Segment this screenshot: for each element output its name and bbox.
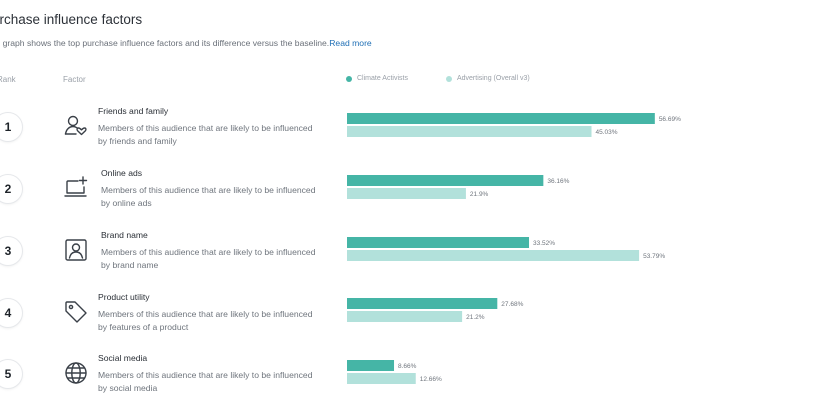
online-ads-icon bbox=[64, 176, 88, 197]
rank-badge: 2 bbox=[0, 174, 23, 204]
chart-legend: Climate Activists Advertising (Overall v… bbox=[346, 75, 530, 82]
legend-label: Advertising (Overall v3) bbox=[456, 75, 530, 82]
brand-name-icon bbox=[65, 239, 87, 261]
legend-label: Climate Activists bbox=[357, 75, 408, 82]
factor-name: Brand name bbox=[101, 230, 148, 240]
read-more-link[interactable]: Read more bbox=[329, 38, 372, 48]
legend-item-climate-activists[interactable]: Climate Activists bbox=[346, 75, 408, 82]
bar-primary-5[interactable] bbox=[347, 360, 395, 371]
bar-baseline-5[interactable] bbox=[347, 373, 416, 384]
rank-badge: 3 bbox=[0, 236, 23, 266]
bar-primary-1[interactable] bbox=[347, 113, 655, 124]
bar-value-label: 36.16% bbox=[547, 178, 569, 185]
bar-primary-2[interactable] bbox=[347, 175, 544, 186]
factor-name: Friends and family bbox=[98, 106, 169, 116]
bar-value-label: 12.66% bbox=[420, 376, 442, 383]
factor-row-social-media: 5 Social media Members of this audience … bbox=[0, 353, 840, 405]
legend-item-advertising[interactable]: Advertising (Overall v3) bbox=[445, 75, 530, 82]
factor-row-brand-name: 3 Brand name Members of this audience th… bbox=[0, 230, 840, 282]
bar-baseline-3[interactable] bbox=[347, 250, 640, 261]
factor-name: Online ads bbox=[101, 168, 143, 178]
bar-baseline-2[interactable] bbox=[347, 188, 466, 199]
factor-description: Members of this audience that are likely… bbox=[98, 370, 313, 393]
bar-baseline-1[interactable] bbox=[347, 126, 592, 137]
page-description: is graph shows the top purchase influenc… bbox=[0, 38, 372, 48]
friends-family-icon bbox=[64, 115, 87, 136]
legend-swatch-primary bbox=[346, 75, 352, 82]
social-media-icon bbox=[65, 362, 87, 384]
factor-name: Product utility bbox=[98, 292, 150, 302]
bar-value-label: 27.68% bbox=[501, 301, 523, 308]
factor-description: Members of this audience that are likely… bbox=[98, 309, 313, 332]
description-text: is graph shows the top purchase influenc… bbox=[0, 38, 330, 48]
rank-column-header: Rank bbox=[0, 75, 16, 84]
bar-value-label: 33.52% bbox=[533, 240, 555, 247]
factor-name: Social media bbox=[98, 353, 148, 363]
rank-badge: 5 bbox=[0, 359, 23, 389]
factor-description: Members of this audience that are likely… bbox=[101, 247, 316, 270]
bar-value-label: 21.9% bbox=[470, 191, 489, 198]
factor-description: Members of this audience that are likely… bbox=[98, 123, 313, 146]
rank-badge: 4 bbox=[0, 298, 23, 328]
factor-row-friends-and-family: 1 Friends and family Members of this aud… bbox=[0, 106, 840, 158]
factor-row-online-ads: 2 Online ads Members of this audience th… bbox=[0, 168, 840, 220]
page-title: urchase influence factors bbox=[0, 12, 143, 27]
factor-column-header: Factor bbox=[63, 75, 86, 84]
bar-value-label: 56.69% bbox=[659, 116, 681, 123]
bar-value-label: 45.03% bbox=[596, 129, 618, 136]
product-utility-icon bbox=[65, 301, 87, 323]
legend-swatch-baseline bbox=[445, 75, 452, 82]
bar-value-label: 8.66% bbox=[398, 363, 417, 370]
bar-value-label: 53.79% bbox=[643, 253, 665, 260]
factor-row-product-utility: 4 Product utility Members of this audien… bbox=[0, 292, 840, 344]
rank-badge: 1 bbox=[0, 112, 23, 142]
bar-value-label: 21.2% bbox=[466, 314, 485, 321]
bar-baseline-4[interactable] bbox=[347, 311, 463, 322]
bar-primary-4[interactable] bbox=[347, 298, 498, 309]
factor-description: Members of this audience that are likely… bbox=[101, 185, 316, 208]
bar-primary-3[interactable] bbox=[347, 237, 530, 248]
